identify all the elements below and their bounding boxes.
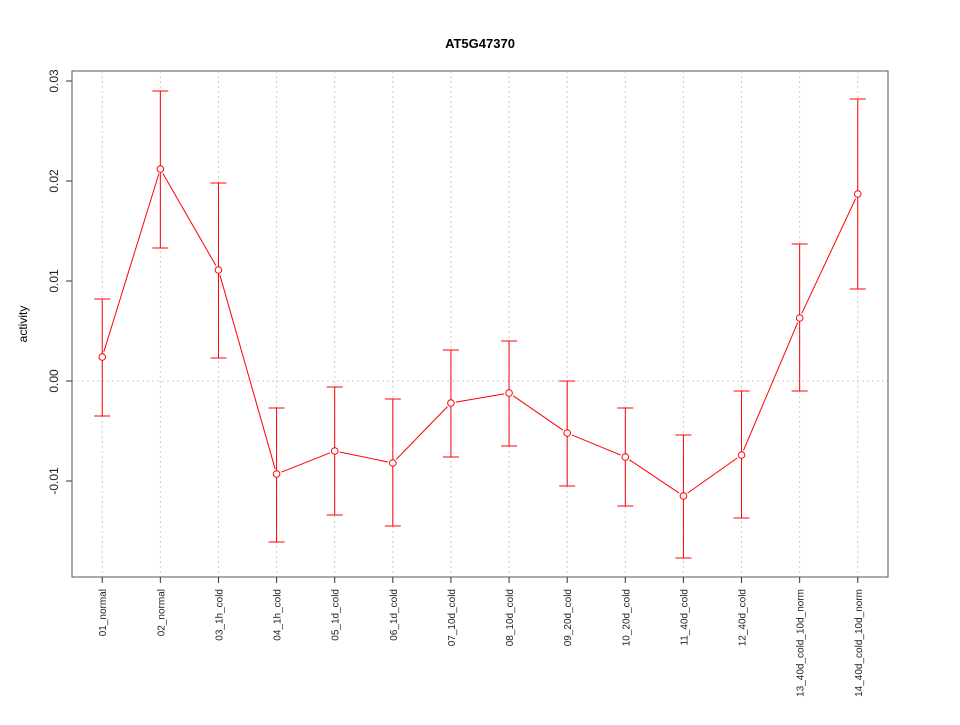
x-tick-label: 07_10d_cold (447, 589, 458, 646)
series-line-segment (219, 274, 276, 470)
data-point (795, 314, 804, 322)
data-marks (94, 90, 866, 559)
x-tick-label: 05_1d_cold (331, 589, 342, 641)
data-point (621, 453, 630, 461)
x-tick-label: 04_1h_cold (273, 589, 284, 641)
y-tick-label: 0.03 (47, 69, 61, 93)
plot-frame (71, 70, 889, 578)
y-tick-label: 0.01 (47, 269, 61, 293)
series-line-segment (455, 393, 505, 403)
y-tick-label: -0.01 (47, 467, 61, 495)
series-line-segment (571, 434, 621, 456)
x-tick-label: 11_40d_cold (679, 589, 690, 646)
x-tick-label: 03_1h_cold (214, 589, 225, 641)
data-point (156, 165, 165, 173)
data-point (272, 470, 281, 478)
data-point (737, 451, 746, 459)
x-tick-label: 06_1d_cold (389, 589, 400, 641)
x-tick-label: 08_10d_cold (505, 589, 516, 646)
x-tick-label: 02_normal (156, 589, 167, 636)
y-tick-label: 0.02 (47, 169, 61, 193)
data-point (853, 190, 862, 198)
series-line-segment (801, 198, 857, 314)
data-point (505, 389, 513, 397)
data-point (214, 266, 223, 274)
data-point (679, 492, 688, 500)
chart-title: AT5G47370 (445, 36, 515, 51)
x-tick-label: 12_40d_cold (738, 589, 749, 646)
x-tick-label: 09_20d_cold (563, 589, 574, 646)
series-line-segment (687, 457, 738, 494)
series-line-segment (743, 322, 799, 451)
series-line-segment (162, 173, 217, 266)
data-point (389, 459, 397, 467)
x-tick-label: 10_20d_cold (621, 589, 632, 646)
data-point (563, 429, 571, 437)
y-axis-label: activity (16, 306, 30, 343)
x-tick-label: 14_40d_cold_10d_norm (854, 589, 865, 697)
series-line-segment (629, 459, 680, 494)
series-line-segment (103, 173, 160, 353)
data-point (98, 353, 107, 361)
x-tick-label: 01_normal (98, 589, 109, 636)
grid (72, 71, 888, 577)
series-line-segment (395, 406, 448, 460)
series-line-segment (339, 451, 389, 463)
series-line-segment (281, 452, 331, 473)
axes: -0.01 0.00 0.01 0.02 0.03 01_normal 02_normal 0… (47, 69, 865, 697)
y-tick-label: 0.00 (47, 369, 61, 393)
data-point (447, 399, 455, 407)
x-tick-label: 13_40d_cold_10d_norm (796, 589, 807, 697)
series-line-segment (512, 395, 564, 431)
data-point (330, 447, 339, 455)
